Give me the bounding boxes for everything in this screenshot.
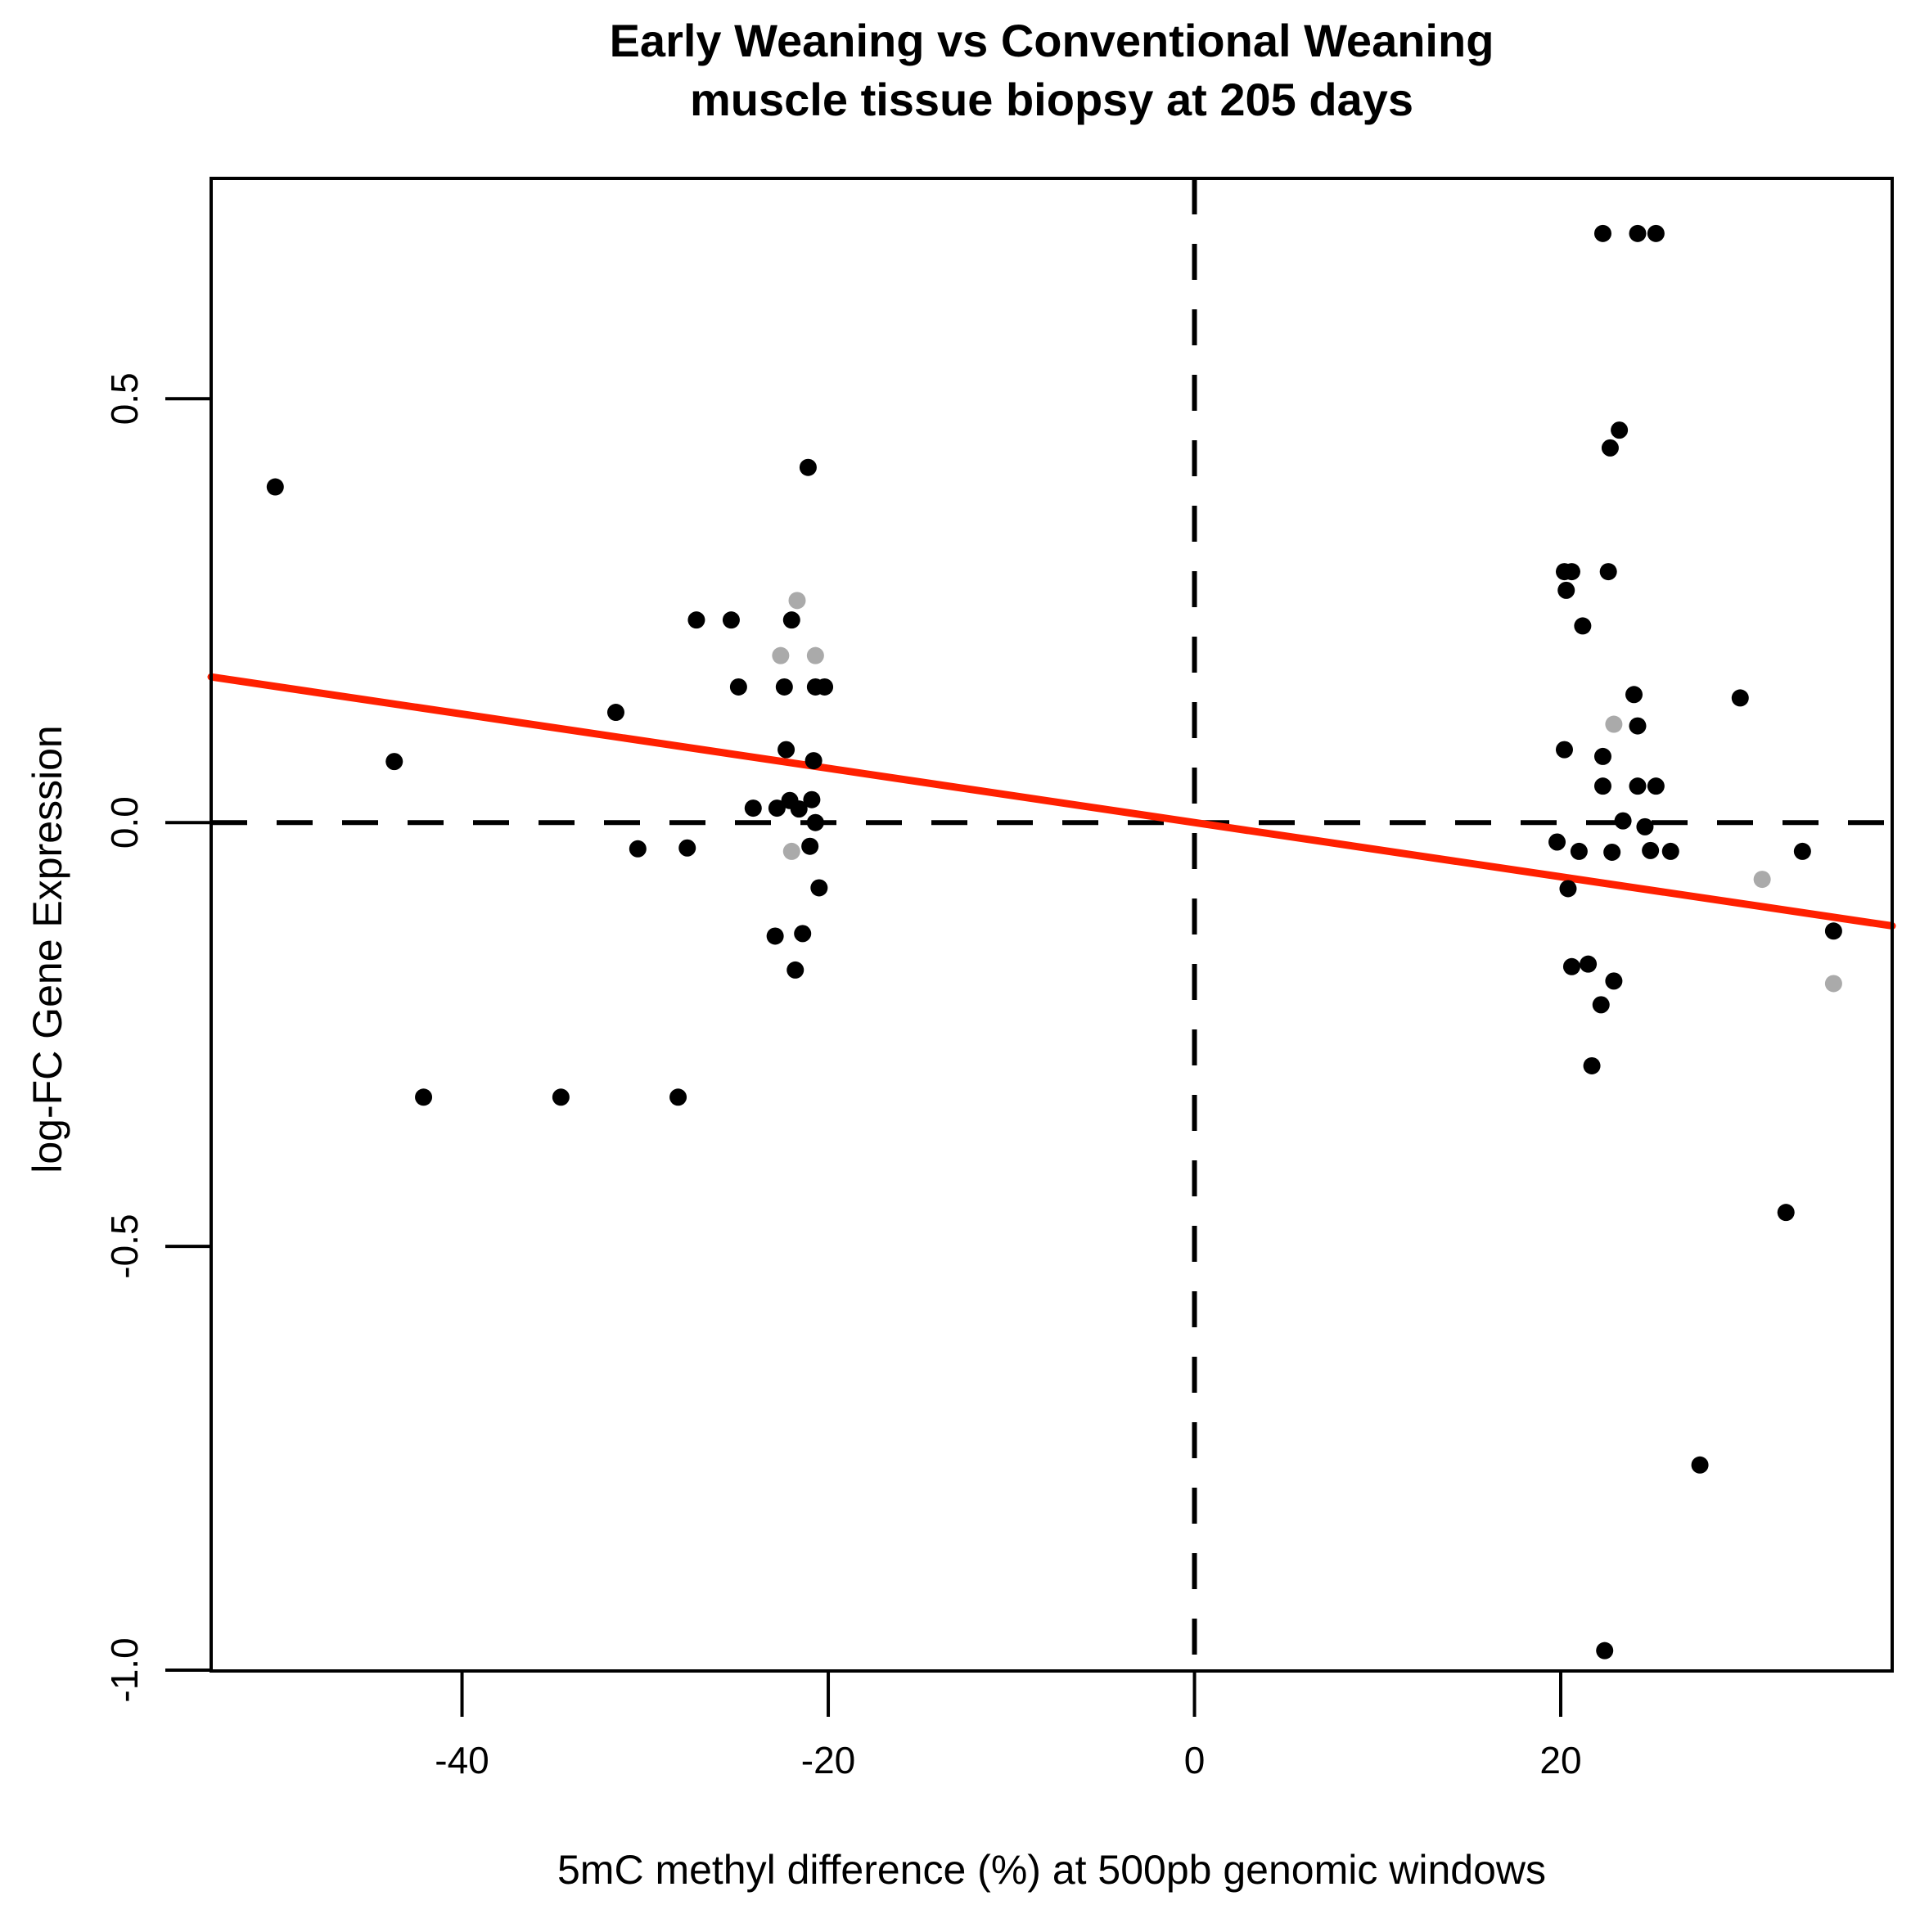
data-point-black-points [1580, 955, 1598, 973]
data-point-black-points [1629, 777, 1647, 795]
data-point-black-points [629, 840, 647, 858]
y-tick-label: 0.0 [103, 796, 146, 849]
data-point-black-points [1629, 717, 1647, 735]
data-point-black-points [806, 813, 824, 831]
data-point-black-points [1574, 617, 1592, 635]
data-point-grey-points [1824, 975, 1842, 993]
data-point-black-points [1605, 972, 1623, 990]
data-point-black-points [1593, 777, 1611, 795]
data-point-black-points [1629, 224, 1647, 242]
data-point-black-points [1593, 224, 1611, 242]
data-point-black-points [782, 611, 800, 629]
chart-title-line2: muscle tissue biopsy at 205 days [690, 74, 1413, 125]
data-point-black-points [1559, 880, 1577, 898]
data-point-black-points [1603, 843, 1621, 861]
data-point-black-points [1661, 842, 1679, 860]
x-axis-label: 5mC methyl difference (%) at 500pb genom… [557, 1847, 1546, 1893]
data-point-black-points [687, 611, 705, 629]
data-point-black-points [1562, 563, 1580, 581]
data-point-black-points [1562, 957, 1580, 975]
data-point-grey-points [788, 592, 806, 610]
data-point-black-points [552, 1088, 570, 1106]
data-point-black-points [1636, 817, 1654, 835]
data-point-grey-points [782, 842, 800, 860]
data-point-black-points [1777, 1204, 1795, 1222]
data-point-black-points [816, 678, 834, 696]
y-tick-label: 0.5 [103, 372, 146, 425]
data-point-black-points [775, 678, 793, 696]
x-tick-label: 20 [1539, 1739, 1581, 1781]
data-point-black-points [678, 839, 696, 857]
data-point-black-points [766, 927, 784, 945]
chart-title-line1: Early Weaning vs Conventional Weaning [609, 15, 1494, 66]
data-point-black-points [803, 790, 821, 808]
chart-title: Early Weaning vs Conventional Weaning mu… [211, 11, 1892, 129]
data-point-black-points [1548, 833, 1566, 851]
data-point-grey-points [806, 646, 824, 664]
data-point-black-points [266, 478, 284, 496]
data-point-black-points [1824, 922, 1842, 940]
data-point-black-points [799, 458, 817, 476]
data-point-black-points [1570, 842, 1588, 860]
data-point-grey-points [1753, 871, 1771, 889]
x-tick-label: -40 [435, 1739, 489, 1781]
plot-border [210, 177, 1894, 1673]
data-point-black-points [805, 752, 823, 770]
x-tick-label: -20 [801, 1739, 855, 1781]
data-point-black-points [790, 800, 808, 818]
data-point-black-points [810, 879, 828, 897]
data-point-black-points [1642, 841, 1660, 859]
data-point-black-points [1793, 842, 1811, 860]
data-point-black-points [1691, 1456, 1709, 1474]
data-point-black-points [1596, 1642, 1614, 1660]
data-point-black-points [744, 799, 762, 817]
data-point-black-points [415, 1088, 433, 1106]
x-tick-label: 0 [1184, 1739, 1206, 1781]
y-tick-label: -0.5 [103, 1214, 146, 1278]
data-point-black-points [1583, 1056, 1601, 1074]
data-point-black-points [1555, 741, 1573, 759]
y-tick-label: -1.0 [103, 1637, 146, 1702]
data-point-black-points [729, 678, 747, 696]
data-point-black-points [794, 925, 812, 943]
data-point-black-points [777, 741, 795, 759]
data-point-black-points [1647, 777, 1665, 795]
data-point-grey-points [1605, 715, 1623, 733]
data-point-black-points [786, 961, 805, 979]
data-point-black-points [801, 837, 819, 855]
data-point-black-points [669, 1088, 687, 1106]
data-point-black-points [1557, 581, 1575, 599]
data-point-black-points [1601, 439, 1619, 457]
data-point-black-points [1592, 996, 1610, 1014]
data-point-black-points [722, 611, 740, 629]
data-point-black-points [1625, 686, 1643, 704]
y-axis-label: log-FC Gene Expression [25, 725, 70, 1173]
data-point-black-points [1614, 812, 1632, 830]
data-point-black-points [1599, 563, 1617, 581]
data-point-black-points [768, 799, 786, 817]
data-point-black-points [1611, 421, 1629, 439]
data-point-grey-points [772, 646, 790, 664]
data-point-black-points [1593, 747, 1611, 765]
data-point-black-points [1647, 224, 1665, 242]
data-point-black-points [385, 753, 403, 771]
regression-line [207, 673, 1896, 930]
data-point-black-points [606, 704, 624, 722]
data-point-black-points [1731, 689, 1749, 707]
